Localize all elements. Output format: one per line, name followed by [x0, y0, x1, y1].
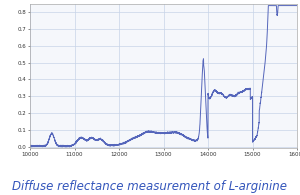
Text: Diffuse reflectance measurement of L-arginine: Diffuse reflectance measurement of L-arg… [13, 180, 287, 193]
